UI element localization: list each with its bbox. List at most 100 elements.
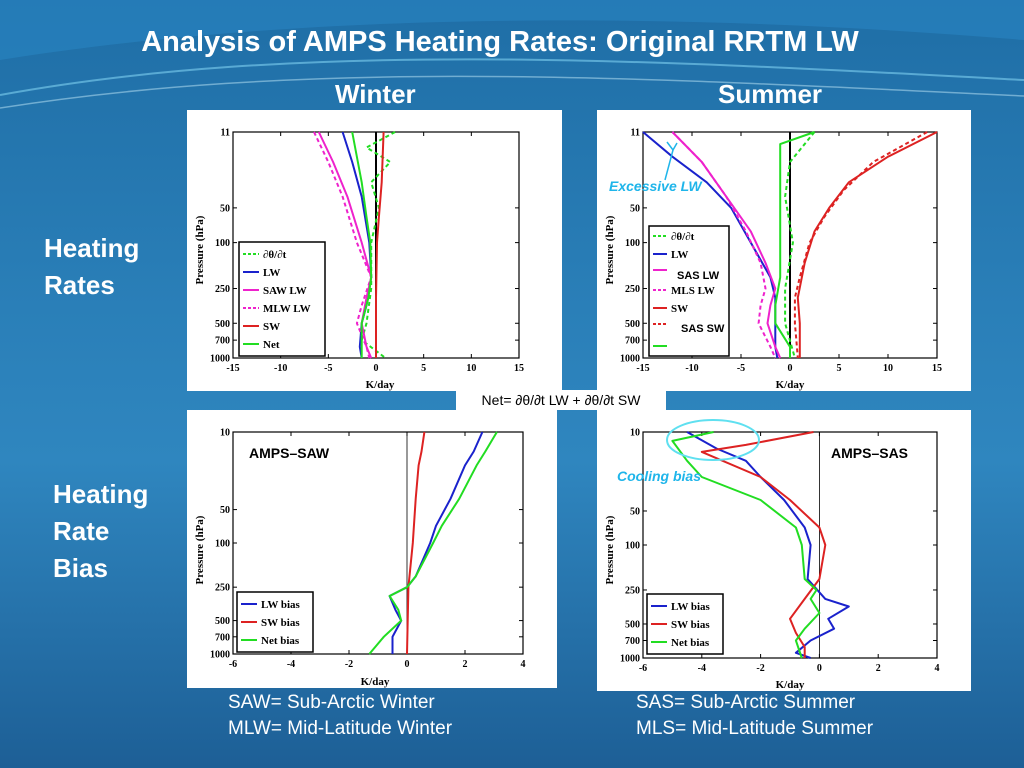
row-label-line: Rates <box>44 270 115 300</box>
x-tick-label: 4 <box>521 659 526 670</box>
series-line <box>700 431 827 658</box>
x-tick-label: 10 <box>883 363 893 374</box>
y-axis-label: Pressure (hPa) <box>604 215 616 284</box>
x-tick-label: -4 <box>287 659 295 670</box>
x-tick-label: -6 <box>639 663 647 674</box>
x-tick-label: 0 <box>788 363 793 374</box>
y-tick-label: 500 <box>215 319 230 330</box>
y-tick-label: 1000 <box>620 354 640 365</box>
plot-area: -15 -10 -5 0 5 10 15 11 50 100 250 500 700 1000 <box>210 128 524 375</box>
y-tick-label: 250 <box>215 583 230 594</box>
excessive-lw-arrow <box>664 149 674 181</box>
saw-definition: SAW= Sub-Arctic Winter <box>228 692 435 713</box>
column-header-winter: Winter <box>335 79 416 109</box>
cooling-bias-highlight <box>666 419 760 461</box>
series-line <box>671 131 777 359</box>
row-label-heating-rates: Heating Rates <box>44 230 139 304</box>
arrowhead-icon <box>666 141 678 152</box>
x-tick-label: 4 <box>935 663 940 674</box>
x-axis-label: K/day <box>361 676 390 688</box>
series-line <box>388 431 484 654</box>
row-label-line: Rate <box>53 516 110 546</box>
legend-entry: MLS LW <box>671 285 715 297</box>
x-axis-label: K/day <box>776 379 805 391</box>
column-header-summer: Summer <box>718 79 823 109</box>
winter-rates-chart: -15 -10 -5 0 5 10 15 11 50 100 250 500 700 1000 Press… <box>194 128 524 392</box>
x-tick-label: -10 <box>685 363 698 374</box>
x-tick-label: 0 <box>817 663 822 674</box>
x-tick-label: 10 <box>466 363 476 374</box>
y-tick-label: 50 <box>630 203 640 214</box>
y-tick-label: 1000 <box>210 650 230 661</box>
sas-definition: SAS= Sub-Arctic Summer <box>636 692 856 713</box>
winter-bias-chart: -6 -4 -2 0 2 4 10 50 100 250 500 700 1000 Pressure (… <box>194 428 526 689</box>
x-tick-label: 15 <box>932 363 942 374</box>
y-tick-label: 11 <box>631 128 640 139</box>
x-tick-label: -15 <box>226 363 239 374</box>
legend-entry: SW bias <box>671 619 710 631</box>
net-definition-note: Net= ∂θ/∂t LW + ∂θ/∂t SW <box>456 390 666 410</box>
y-tick-label: 500 <box>625 319 640 330</box>
x-tick-label: 2 <box>463 659 468 670</box>
legend-entry: LW <box>263 267 280 279</box>
plot-area: -6 -4 -2 0 2 4 10 50 100 250 500 700 1000 <box>210 428 526 671</box>
series-line <box>351 131 373 358</box>
series-line <box>368 431 498 655</box>
y-tick-label: 500 <box>625 619 640 630</box>
legend-entry: Net bias <box>671 637 710 649</box>
plot-area: -6 -4 -2 0 2 4 10 50 100 250 500 700 1000 <box>620 428 940 675</box>
y-tick-label: 50 <box>220 203 230 214</box>
y-tick-label: 700 <box>625 336 640 347</box>
summer-bias-chart: -6 -4 -2 0 2 4 10 50 100 250 500 700 1000 Pressure (… <box>604 419 940 691</box>
legend: ∂θ/∂t LW SAS LW MLS LW SW SAS SW <box>648 225 730 357</box>
legend-box <box>648 225 730 357</box>
row-label-line: Heating <box>44 233 140 263</box>
legend-entry: Net bias <box>261 635 300 647</box>
y-tick-label: 500 <box>215 616 230 627</box>
series-line <box>793 131 928 359</box>
summer-rates-chart: -15 -10 -5 0 5 10 15 11 50 100 250 500 700 1000 Press… <box>604 128 942 392</box>
footer-summer-definitions: SAS= Sub-Arctic Summer MLS= Mid-Latitude… <box>636 690 873 742</box>
y-axis-label: Pressure (hPa) <box>194 515 206 584</box>
footer-winter-definitions: SAW= Sub-Arctic Winter MLW= Mid-Latitude… <box>228 690 452 742</box>
y-axis-label: Pressure (hPa) <box>194 215 206 284</box>
y-tick-label: 700 <box>215 632 230 643</box>
sas-lw-label: SAS LW <box>677 270 720 282</box>
x-tick-label: -5 <box>324 363 332 374</box>
legend: LW bias SW bias Net bias <box>646 593 724 655</box>
y-tick-label: 1000 <box>210 354 230 365</box>
x-tick-label: 2 <box>876 663 881 674</box>
header-swoosh <box>0 0 1024 109</box>
winter-bias-panel: -6 -4 -2 0 2 4 10 50 100 250 500 700 1000 Pressure (… <box>187 410 557 688</box>
winter-rates-panel: -15 -10 -5 0 5 10 15 11 50 100 250 500 700 1000 Press… <box>187 110 562 391</box>
x-tick-label: -2 <box>756 663 764 674</box>
legend-entry: LW <box>671 249 688 261</box>
chart-title: AMPS–SAW <box>249 445 330 461</box>
y-tick-label: 100 <box>215 539 230 550</box>
plot-area: -15 -10 -5 0 5 10 15 11 50 100 250 500 700 1000 <box>620 128 942 375</box>
row-label-heating-rate-bias: Heating Rate Bias <box>53 476 148 587</box>
row-label-line: Bias <box>53 553 108 583</box>
y-tick-label: 10 <box>220 428 230 439</box>
legend-entry: Net <box>263 339 280 351</box>
y-tick-label: 100 <box>215 238 230 249</box>
legend-entry: SW bias <box>261 617 300 629</box>
y-tick-label: 250 <box>215 284 230 295</box>
x-tick-label: -15 <box>636 363 649 374</box>
legend-entry: ∂θ/∂t <box>671 231 695 243</box>
legend: LW bias SW bias Net bias <box>236 591 314 653</box>
y-tick-label: 11 <box>221 128 230 139</box>
x-tick-label: -5 <box>737 363 745 374</box>
legend-entry: SW <box>671 303 688 315</box>
series-line <box>317 131 373 359</box>
y-tick-label: 700 <box>625 636 640 647</box>
legend-entry: ∂θ/∂t <box>263 249 287 261</box>
y-tick-label: 10 <box>630 428 640 439</box>
x-axis-label: K/day <box>776 679 805 691</box>
series-line <box>642 131 779 359</box>
y-axis-label: Pressure (hPa) <box>604 515 616 584</box>
series-line <box>796 131 938 358</box>
x-tick-label: 5 <box>837 363 842 374</box>
x-axis-label: K/day <box>366 379 395 391</box>
series-line <box>774 131 815 358</box>
